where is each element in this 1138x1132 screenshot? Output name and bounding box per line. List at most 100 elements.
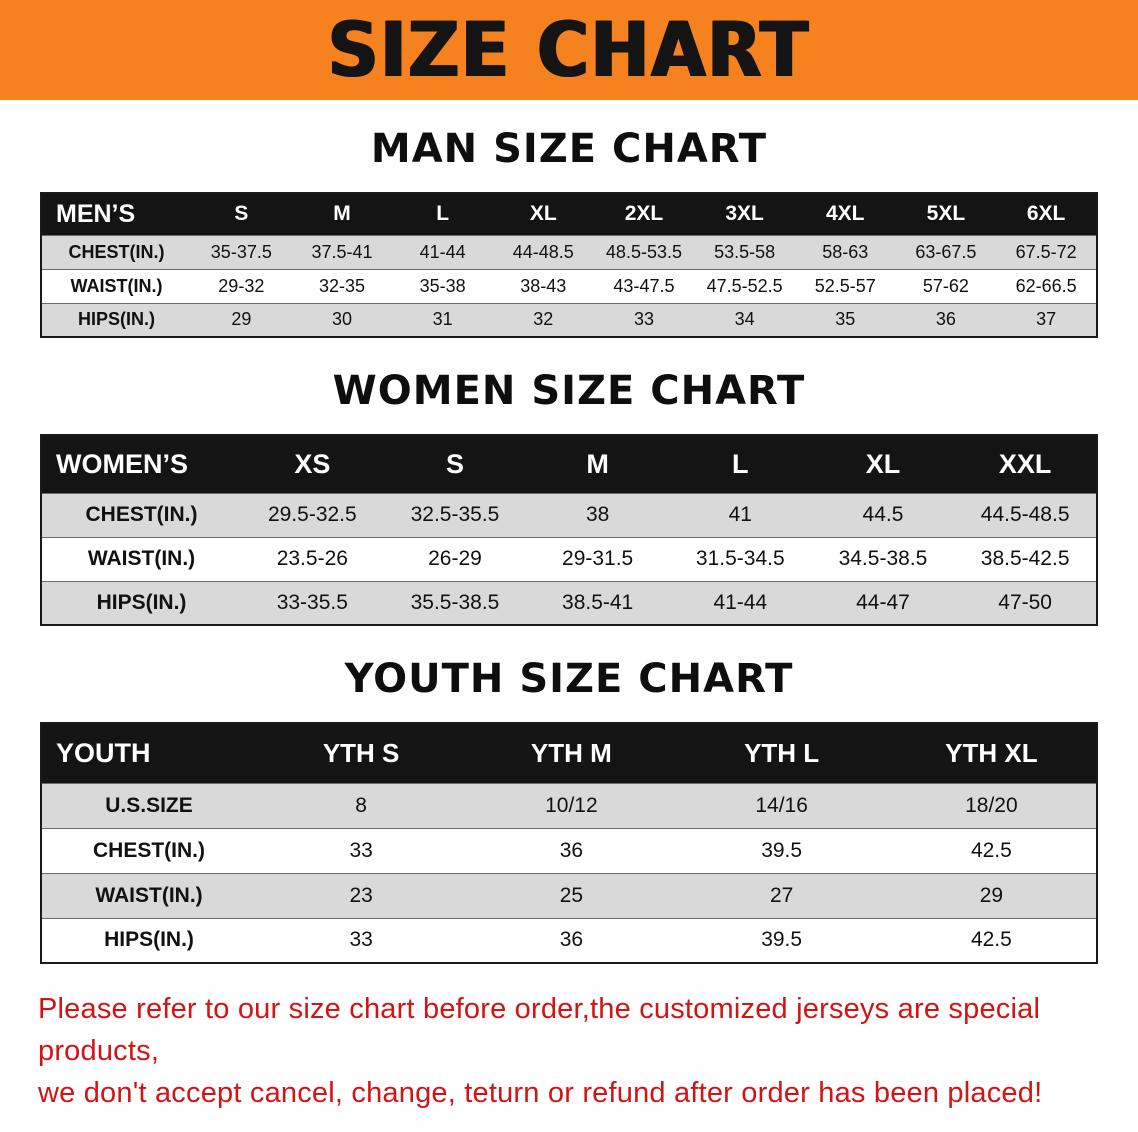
size-column-header: XXL bbox=[954, 435, 1097, 493]
size-value: 30 bbox=[331, 309, 352, 330]
size-column-header: 2XL bbox=[593, 193, 695, 235]
table-row: CHEST(IN.) 35-37.5 37.5-41 41-44 44-48.5 48.5… bbox=[41, 235, 1097, 269]
size-value: 42.5 bbox=[970, 928, 1012, 952]
size-value: 32 bbox=[533, 309, 554, 330]
size-column-header: XS bbox=[241, 435, 384, 493]
table-corner-label: YOUTH bbox=[41, 723, 256, 783]
table-corner-label: MEN’S bbox=[41, 193, 191, 235]
youth-size-chart-section: YOUTH SIZE CHART YOUTH YTH S YTH M YTH L YTH… bbox=[0, 656, 1138, 964]
women-size-table: WOMEN’S XS S M L XL XXL CHEST(IN.) 29.5-32.5 32.5… bbox=[40, 434, 1098, 626]
youth-size-table: YOUTH YTH S YTH M YTH L YTH XL U.S.SIZE 8 10/12… bbox=[40, 722, 1098, 964]
table-row: HIPS(IN.) 33-35.5 35.5-38.5 38.5-41 41-44 44-… bbox=[41, 581, 1097, 625]
table-row: HIPS(IN.) 33 36 39.5 42.5 bbox=[41, 918, 1097, 963]
size-column-header: YTH M bbox=[466, 723, 677, 783]
size-value: 18/20 bbox=[965, 793, 1018, 817]
size-column-header: S bbox=[191, 193, 292, 235]
size-value: 63-67.5 bbox=[915, 241, 977, 262]
size-value: 34 bbox=[734, 309, 755, 330]
size-value: 33-35.5 bbox=[276, 590, 348, 614]
banner-title: SIZE CHART bbox=[327, 5, 811, 95]
size-value: 62-66.5 bbox=[1015, 275, 1077, 296]
size-value: 32.5-35.5 bbox=[410, 503, 500, 526]
size-value: 33 bbox=[349, 838, 373, 862]
size-column-header: 4XL bbox=[794, 193, 896, 235]
size-value: 29 bbox=[231, 309, 252, 330]
row-label: CHEST(IN.) bbox=[85, 503, 198, 526]
size-value: 29 bbox=[979, 883, 1004, 907]
table-row: HIPS(IN.) 29 30 31 32 33 34 35 36 37 bbox=[41, 303, 1097, 337]
row-label: WAIST(IN.) bbox=[87, 547, 196, 570]
men-size-chart-section: MAN SIZE CHART MEN’S S M L XL 2XL 3XL 4XL 5XL 6XL… bbox=[0, 126, 1138, 338]
size-value: 38-43 bbox=[520, 275, 567, 296]
row-label: CHEST(IN.) bbox=[68, 241, 165, 262]
size-value: 38.5-41 bbox=[562, 590, 634, 614]
size-column-header: L bbox=[392, 193, 493, 235]
table-row: CHEST(IN.) 33 36 39.5 42.5 bbox=[41, 828, 1097, 873]
size-value: 38 bbox=[585, 503, 610, 526]
order-policy-note: Please refer to our size chart before or… bbox=[38, 988, 1100, 1114]
size-value: 44-48.5 bbox=[512, 241, 574, 262]
row-label: U.S.SIZE bbox=[105, 793, 193, 817]
size-chart-banner: SIZE CHART bbox=[0, 0, 1138, 100]
row-label: HIPS(IN.) bbox=[77, 309, 155, 330]
size-column-header: YTH XL bbox=[886, 723, 1097, 783]
size-value: 29-32 bbox=[218, 275, 265, 296]
size-value: 27 bbox=[769, 883, 794, 907]
size-value: 39.5 bbox=[761, 928, 803, 952]
size-column-header: XL bbox=[811, 435, 955, 493]
size-value: 25 bbox=[559, 883, 584, 907]
size-column-header: 6XL bbox=[996, 193, 1097, 235]
size-value: 39.5 bbox=[761, 838, 803, 862]
size-value: 33 bbox=[349, 928, 373, 952]
size-value: 41-44 bbox=[713, 590, 768, 614]
size-value: 36 bbox=[559, 838, 584, 862]
size-column-header: XL bbox=[492, 193, 594, 235]
size-value: 53.5-58 bbox=[714, 241, 776, 262]
size-value: 44-47 bbox=[856, 590, 910, 614]
size-value: 36 bbox=[559, 928, 584, 952]
order-policy-line-2: we don't accept cancel, change, teturn o… bbox=[38, 1077, 1043, 1110]
size-value: 35.5-38.5 bbox=[410, 590, 500, 614]
size-column-header: S bbox=[383, 435, 527, 493]
size-value: 35-38 bbox=[419, 275, 466, 296]
table-row: CHEST(IN.) 29.5-32.5 32.5-35.5 38 41 44.5 44.5… bbox=[41, 493, 1097, 537]
size-column-header: 3XL bbox=[694, 193, 795, 235]
size-value: 57-62 bbox=[922, 275, 969, 296]
size-value: 43-47.5 bbox=[613, 275, 675, 296]
size-value: 44.5-48.5 bbox=[980, 503, 1070, 526]
row-label: WAIST(IN.) bbox=[95, 883, 203, 907]
table-header-row: WOMEN’S XS S M L XL XXL bbox=[41, 435, 1097, 493]
size-value: 47.5-52.5 bbox=[706, 275, 783, 296]
size-value: 44.5 bbox=[862, 503, 904, 526]
size-value: 35-37.5 bbox=[210, 241, 272, 262]
size-column-header: 5XL bbox=[895, 193, 997, 235]
size-value: 37 bbox=[1036, 309, 1057, 330]
size-value: 23.5-26 bbox=[276, 547, 348, 570]
men-size-chart-heading: MAN SIZE CHART bbox=[370, 126, 768, 172]
size-column-header: M bbox=[526, 435, 669, 493]
table-row: WAIST(IN.) 23 25 27 29 bbox=[41, 873, 1097, 918]
size-value: 52.5-57 bbox=[814, 275, 876, 296]
size-value: 42.5 bbox=[970, 838, 1012, 862]
size-value: 29.5-32.5 bbox=[267, 503, 357, 526]
size-value: 26-29 bbox=[428, 547, 482, 570]
size-value: 31 bbox=[432, 309, 453, 330]
size-value: 48.5-53.5 bbox=[605, 241, 682, 262]
size-value: 29-31.5 bbox=[562, 547, 634, 570]
size-value: 41 bbox=[728, 503, 752, 526]
row-label: WAIST(IN.) bbox=[70, 275, 163, 296]
men-size-table: MEN’S S M L XL 2XL 3XL 4XL 5XL 6XL CHEST(IN.) 35-37… bbox=[40, 192, 1098, 338]
row-label: CHEST(IN.) bbox=[93, 838, 205, 862]
order-policy-line-1: Please refer to our size chart before or… bbox=[38, 993, 1041, 1068]
size-value: 14/16 bbox=[755, 793, 808, 817]
size-value: 41-44 bbox=[419, 241, 466, 262]
size-value: 58-63 bbox=[822, 241, 869, 262]
table-row: WAIST(IN.) 29-32 32-35 35-38 38-43 43-47.5 47.… bbox=[41, 269, 1097, 303]
youth-size-chart-heading: YOUTH SIZE CHART bbox=[344, 656, 794, 702]
size-value: 8 bbox=[355, 793, 367, 817]
size-value: 67.5-72 bbox=[1015, 241, 1077, 262]
women-size-chart-heading: WOMEN SIZE CHART bbox=[332, 368, 806, 414]
size-value: 23 bbox=[349, 883, 373, 907]
table-corner-label: WOMEN’S bbox=[41, 435, 241, 493]
table-header-row: MEN’S S M L XL 2XL 3XL 4XL 5XL 6XL bbox=[41, 193, 1097, 235]
